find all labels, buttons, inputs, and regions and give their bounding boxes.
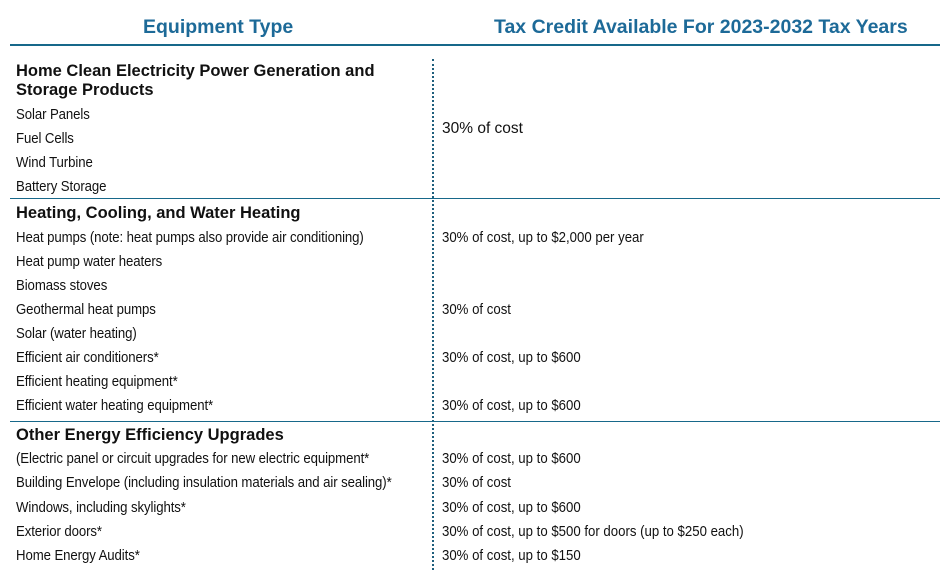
equipment-item: Wind Turbine bbox=[16, 154, 93, 171]
equipment-item: Home Energy Audits* bbox=[16, 547, 140, 564]
equipment-item: Battery Storage bbox=[16, 178, 107, 195]
credit-value: 30% of cost, up to $600 bbox=[442, 349, 581, 366]
header-rule bbox=[10, 44, 940, 46]
section-divider bbox=[10, 198, 940, 199]
credit-value: 30% of cost bbox=[442, 474, 511, 491]
equipment-item: Heat pumps (note: heat pumps also provid… bbox=[16, 229, 364, 246]
section-title-line: Storage Products bbox=[16, 81, 154, 99]
column-header-tax-credit: Tax Credit Available For 2023-2032 Tax Y… bbox=[494, 16, 908, 38]
credit-value: 30% of cost, up to $600 bbox=[442, 450, 581, 467]
credit-value: 30% of cost, up to $2,000 per year bbox=[442, 229, 644, 246]
credit-value: 30% of cost, up to $600 bbox=[442, 499, 581, 516]
equipment-item: Fuel Cells bbox=[16, 130, 74, 147]
section-title-line: Home Clean Electricity Power Generation … bbox=[16, 62, 375, 80]
credit-value: 30% of cost bbox=[442, 301, 511, 318]
equipment-item: Efficient heating equipment* bbox=[16, 373, 178, 390]
equipment-item: Solar Panels bbox=[16, 106, 90, 123]
credit-value: 30% of cost, up to $150 bbox=[442, 547, 581, 564]
equipment-item: Solar (water heating) bbox=[16, 325, 137, 342]
equipment-item: Exterior doors* bbox=[16, 523, 102, 540]
credit-value: 30% of cost, up to $600 bbox=[442, 397, 581, 414]
equipment-item: Building Envelope (including insulation … bbox=[16, 474, 392, 491]
equipment-item: Heat pump water heaters bbox=[16, 253, 163, 270]
section-title-heating-cooling: Heating, Cooling, and Water Heating bbox=[16, 204, 301, 222]
equipment-item: Biomass stoves bbox=[16, 277, 108, 294]
credit-value: 30% of cost bbox=[442, 120, 523, 137]
equipment-item: Windows, including skylights* bbox=[16, 499, 186, 516]
column-header-equipment-type: Equipment Type bbox=[143, 16, 294, 38]
column-divider bbox=[432, 59, 434, 570]
equipment-item: Geothermal heat pumps bbox=[16, 301, 156, 318]
equipment-item: Efficient air conditioners* bbox=[16, 349, 159, 366]
section-title-clean-electricity: Home Clean Electricity Power Generation … bbox=[16, 62, 375, 100]
equipment-item: Efficient water heating equipment* bbox=[16, 397, 214, 414]
credit-value: 30% of cost, up to $500 for doors (up to… bbox=[442, 523, 744, 540]
equipment-item: (Electric panel or circuit upgrades for … bbox=[16, 450, 370, 467]
section-title-other-upgrades: Other Energy Efficiency Upgrades bbox=[16, 426, 284, 444]
section-divider bbox=[10, 421, 940, 422]
